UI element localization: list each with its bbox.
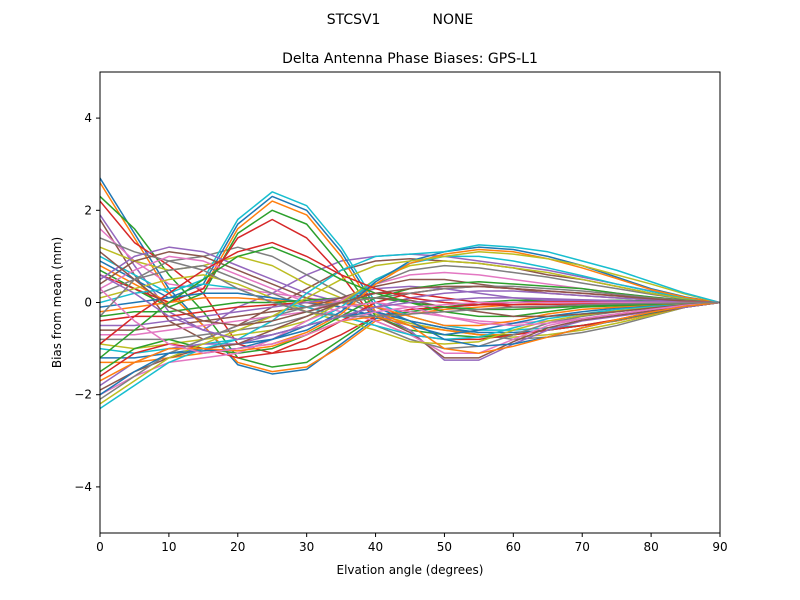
x-tick-label: 10 xyxy=(161,540,176,554)
x-tick-label: 80 xyxy=(643,540,658,554)
series-line-47 xyxy=(100,288,720,354)
ticks-layer: 0 10 20 30 40 50 60 70 80 90 −4 −2 0 2 4 xyxy=(74,111,727,554)
x-tick-label: 50 xyxy=(437,540,452,554)
x-tick-label: 40 xyxy=(368,540,383,554)
x-tick-label: 60 xyxy=(506,540,521,554)
series-line-38 xyxy=(100,285,720,400)
y-tick-label: 0 xyxy=(84,296,92,310)
series-line-16 xyxy=(100,251,720,359)
series-line-19 xyxy=(100,274,720,345)
x-tick-label: 70 xyxy=(575,540,590,554)
suptitle-right: NONE xyxy=(432,12,473,28)
series-line-46 xyxy=(100,251,720,327)
series-line-48 xyxy=(100,260,720,318)
y-tick-label: 2 xyxy=(84,203,92,217)
series-line-22 xyxy=(100,297,720,327)
series-line-20 xyxy=(100,283,720,341)
series-line-15 xyxy=(100,246,720,361)
suptitle-left: STCSV1 xyxy=(327,12,381,28)
x-axis-label: Elvation angle (degrees) xyxy=(337,563,484,577)
y-axis-label: Bias from mean (mm) xyxy=(50,237,64,368)
x-tick-label: 30 xyxy=(299,540,314,554)
series-layer xyxy=(100,177,720,410)
y-tick-label: 4 xyxy=(84,111,92,125)
y-tick-label: −4 xyxy=(74,480,92,494)
series-line-45 xyxy=(100,274,720,341)
x-tick-label: 20 xyxy=(230,540,245,554)
chart-title: Delta Antenna Phase Biases: GPS-L1 xyxy=(282,51,538,67)
x-tick-label: 0 xyxy=(96,540,104,554)
series-line-39 xyxy=(100,251,720,405)
series-line-42 xyxy=(100,301,720,382)
series-line-28 xyxy=(100,264,720,341)
y-tick-label: −2 xyxy=(74,388,92,402)
figure-suptitle: STCSV1 NONE xyxy=(327,12,474,28)
x-tick-label: 90 xyxy=(712,540,727,554)
